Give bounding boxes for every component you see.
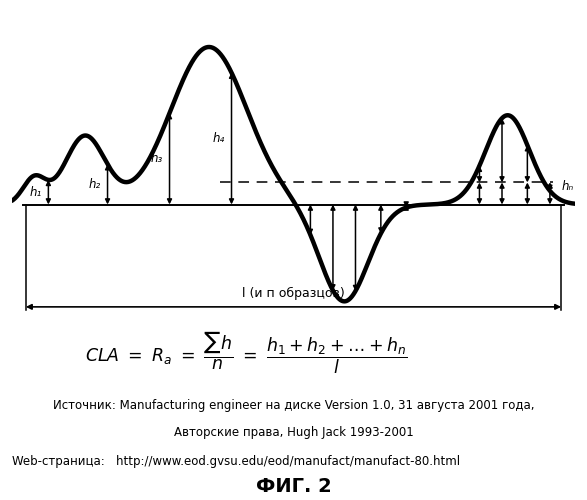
Text: h₁: h₁: [30, 186, 42, 198]
Text: ФИГ. 2: ФИГ. 2: [255, 478, 332, 496]
Text: h₄: h₄: [213, 132, 225, 145]
Text: $\mathit{CLA}\ =\ \mathit{R_a}\ =\ \dfrac{\sum \mathit{h}}{\mathit{n}}\ =\ \dfra: $\mathit{CLA}\ =\ \mathit{R_a}\ =\ \dfra…: [85, 330, 408, 376]
Text: hₙ: hₙ: [561, 180, 573, 193]
Text: Источник: Manufacturing engineer на диске Version 1.0, 31 августа 2001 года,: Источник: Manufacturing engineer на диск…: [53, 399, 534, 412]
Text: l (и п образцов): l (и п образцов): [242, 287, 345, 300]
Text: h₃: h₃: [151, 152, 163, 166]
Text: Web-страница:   http://www.eod.gvsu.edu/eod/manufact/manufact-80.html: Web-страница: http://www.eod.gvsu.edu/eo…: [12, 455, 460, 468]
Text: Авторские права, Hugh Jack 1993-2001: Авторские права, Hugh Jack 1993-2001: [174, 426, 413, 439]
Text: h₂: h₂: [89, 178, 102, 191]
